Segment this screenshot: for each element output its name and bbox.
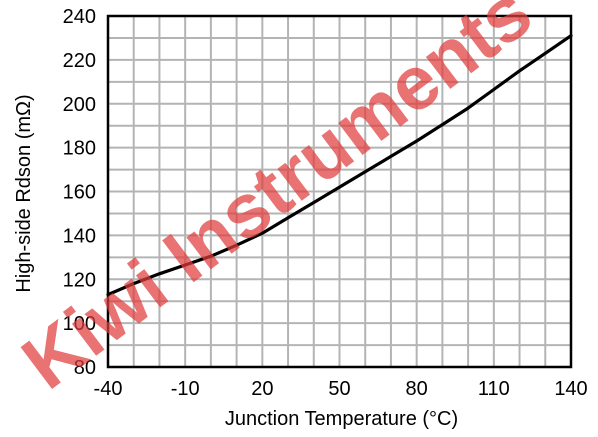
y-tick-label: 220	[63, 50, 96, 72]
x-axis-title: Junction Temperature (°C)	[225, 408, 458, 430]
y-tick-label: 180	[63, 138, 96, 160]
x-tick-label: 140	[554, 378, 587, 400]
series-layer	[106, 34, 573, 297]
x-tick-label: 50	[328, 378, 350, 400]
x-tick-label: -10	[171, 378, 200, 400]
y-axis-tick-labels: 80 100 120 140 160 180 200 220 240	[63, 6, 96, 379]
y-tick-label: 160	[63, 182, 96, 204]
series-line-0	[106, 34, 573, 297]
y-tick-label: 200	[63, 94, 96, 116]
plot-frame	[106, 14, 573, 369]
x-tick-label: -40	[94, 378, 123, 400]
y-tick-label: 120	[63, 269, 96, 291]
x-axis-tick-labels: -40 -10 20 50 80 110 140	[94, 378, 588, 400]
y-tick-label: 140	[63, 225, 96, 247]
x-tick-label: 110	[478, 378, 510, 400]
plot-border	[106, 14, 573, 369]
y-tick-label: 240	[63, 6, 96, 28]
y-axis-title: High-side Rdson (mΩ)	[13, 94, 35, 292]
x-tick-label: 80	[406, 378, 428, 400]
y-tick-label: 100	[63, 313, 96, 335]
x-tick-label: 20	[251, 378, 273, 400]
y-tick-label: 80	[74, 357, 96, 379]
grid-layer	[108, 16, 571, 367]
